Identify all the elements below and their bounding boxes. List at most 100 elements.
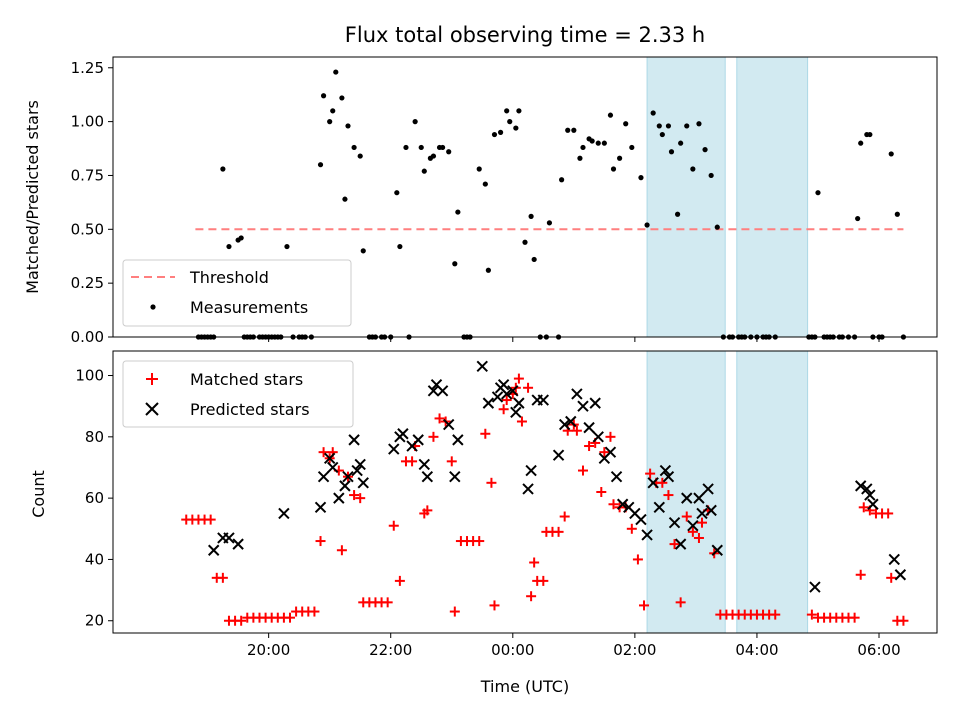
bottom-plot-marks — [181, 360, 909, 626]
matched-stars-point — [886, 572, 897, 583]
x-tick-label: 04:00 — [735, 641, 778, 659]
matched-stars-point — [693, 532, 704, 543]
legend-measurements-swatch — [150, 304, 156, 310]
measurement-point — [577, 155, 583, 161]
matched-stars-point — [382, 597, 393, 608]
bottom-y-axis-label: Count — [29, 470, 48, 518]
measurement-point — [482, 181, 488, 187]
measurement-point — [342, 196, 348, 202]
predicted-stars-point — [397, 428, 409, 440]
predicted-stars-point — [711, 544, 723, 556]
legend-measurements-label: Measurements — [190, 298, 308, 317]
measurement-point — [565, 127, 571, 133]
matched-stars-point — [806, 609, 817, 620]
measurement-point — [418, 144, 424, 151]
predicted-stars-point — [693, 492, 705, 504]
measurement-point — [601, 140, 607, 146]
matched-stars-point — [849, 612, 860, 623]
predicted-stars-point — [476, 360, 488, 373]
predicted-stars-point — [558, 418, 571, 431]
y-tick-label: 20 — [85, 612, 104, 630]
bottom-y-ticks: 20 40 60 80 100 — [75, 367, 113, 630]
matched-stars-point — [855, 569, 866, 580]
measurement-point — [708, 172, 714, 179]
shaded-interval-2 — [736, 350, 809, 634]
measurement-point — [684, 123, 690, 129]
predicted-stars-point — [668, 516, 681, 529]
predicted-stars-point — [604, 446, 617, 458]
measurement-point — [702, 147, 708, 153]
y-tick-label: 1.00 — [71, 113, 104, 131]
measurement-point — [696, 121, 702, 127]
x-tick-label: 02:00 — [613, 641, 656, 659]
predicted-stars-point — [592, 431, 604, 443]
measurement-point — [617, 155, 623, 161]
matched-stars-point — [657, 477, 668, 488]
predicted-stars-point — [616, 498, 629, 510]
matched-stars-point — [513, 373, 524, 384]
matched-stars-point — [498, 404, 509, 415]
x-tick-label: 20:00 — [247, 641, 290, 659]
measurement-point — [571, 127, 577, 133]
matched-stars-point — [434, 413, 445, 424]
matched-stars-point — [584, 441, 595, 452]
predicted-stars-point — [525, 464, 537, 477]
measurement-point — [513, 125, 519, 131]
top-legend-frame — [122, 259, 352, 327]
predicted-stars-point — [357, 477, 369, 489]
matched-stars-point — [577, 465, 588, 476]
predicted-stars-point — [867, 498, 879, 510]
measurement-point — [446, 149, 452, 155]
predicted-stars-point — [412, 434, 424, 446]
measurement-point — [678, 140, 684, 146]
matched-stars-point — [596, 487, 607, 497]
measurement-point — [858, 140, 864, 146]
chart-title: Flux total observing time = 2.33 h — [345, 23, 705, 47]
y-tick-label: 40 — [85, 550, 104, 568]
measurement-point — [421, 168, 427, 174]
y-tick-label: 100 — [75, 367, 104, 385]
predicted-stars-point — [354, 458, 366, 471]
predicted-stars-point — [681, 492, 693, 504]
bottom-axes-frame — [112, 350, 938, 634]
measurement-point — [888, 151, 894, 157]
top-x-ticks — [268, 337, 880, 342]
matched-stars-point — [355, 493, 366, 504]
predicted-stars-point — [702, 483, 714, 495]
measurement-point — [507, 119, 513, 125]
matched-stars-point — [318, 447, 329, 458]
measurement-point — [546, 220, 553, 226]
measurement-point — [357, 153, 363, 159]
matched-stars-point — [489, 600, 500, 611]
measurement-point — [522, 239, 528, 245]
measurement-point — [345, 123, 351, 129]
predicted-stars-point — [674, 538, 687, 550]
y-tick-label: 1.25 — [71, 59, 104, 77]
legend-matched-swatch — [146, 373, 158, 385]
matched-stars-point — [681, 511, 692, 522]
matched-stars-point — [285, 612, 296, 623]
matched-stars-point — [605, 431, 616, 442]
predicted-stars-point — [421, 470, 434, 483]
predicted-stars-point — [705, 504, 717, 517]
matched-stars-point — [608, 499, 619, 510]
predicted-stars-point — [647, 477, 659, 489]
measurement-point — [220, 166, 226, 172]
predicted-stars-point — [589, 397, 601, 409]
predicted-stars-point — [323, 452, 336, 464]
predicted-stars-point — [577, 400, 589, 412]
matched-stars-point — [639, 600, 650, 611]
predicted-stars-point — [635, 513, 647, 526]
predicted-stars-point — [208, 544, 220, 556]
measurement-point — [650, 110, 656, 116]
y-tick-label: 80 — [85, 428, 104, 446]
matched-stars-point — [571, 425, 582, 436]
predicted-stars-point — [348, 434, 360, 446]
matched-stars-point — [553, 526, 564, 537]
measurement-point — [559, 177, 565, 183]
predicted-stars-point — [854, 480, 867, 492]
measurement-point — [855, 215, 861, 222]
predicted-stars-point — [809, 581, 821, 593]
matched-stars-point — [632, 554, 643, 565]
